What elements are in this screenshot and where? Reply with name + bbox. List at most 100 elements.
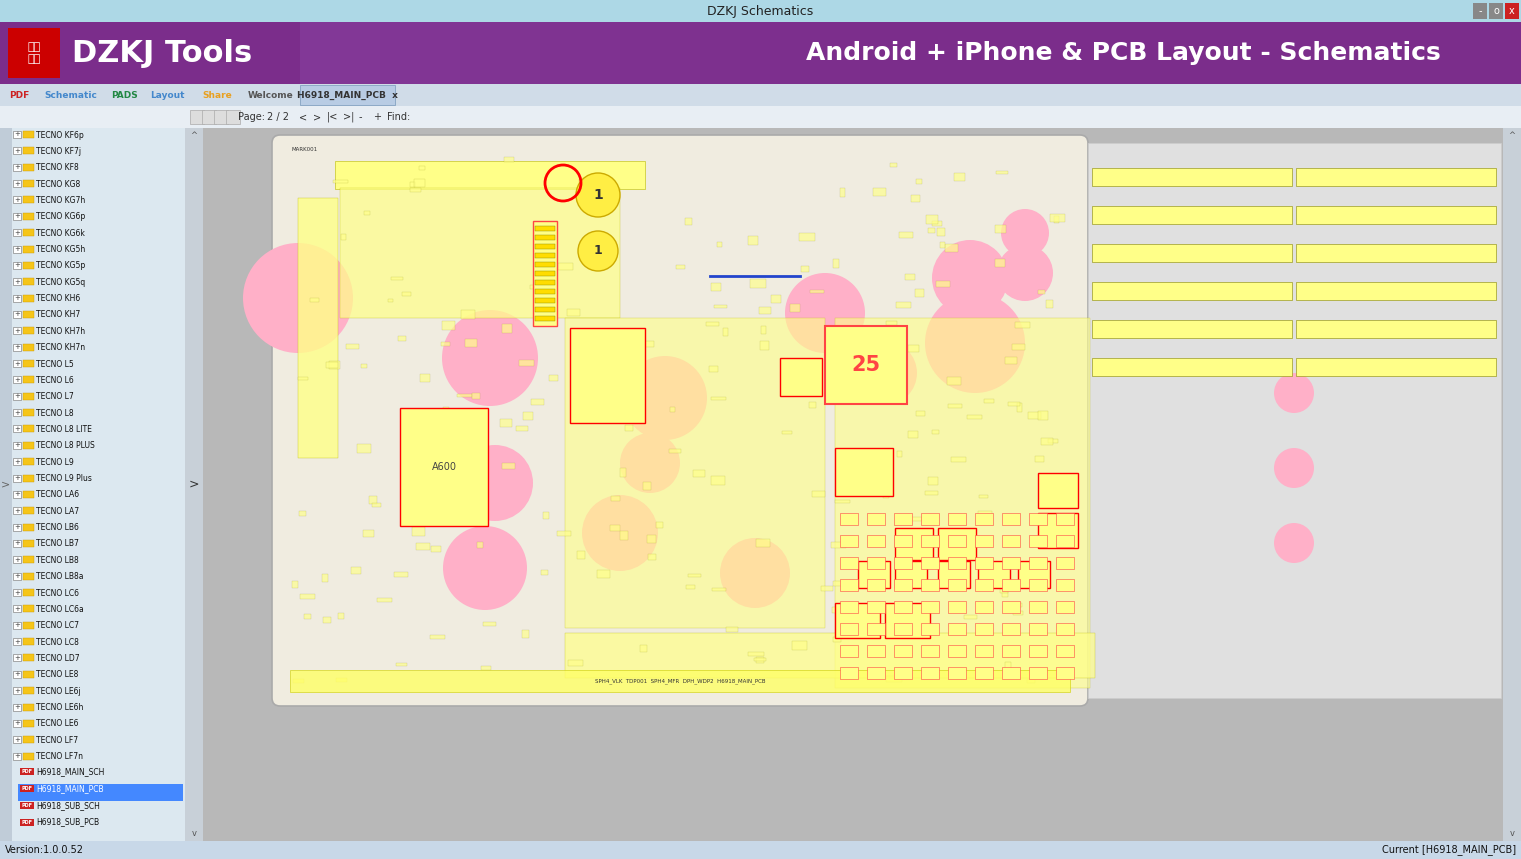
Bar <box>443 406 450 411</box>
Bar <box>832 637 841 642</box>
Bar <box>14 344 21 350</box>
Bar <box>23 295 33 302</box>
Bar <box>830 542 846 548</box>
Text: TECNO LC6: TECNO LC6 <box>37 588 79 598</box>
Bar <box>20 768 33 775</box>
Bar <box>922 557 938 569</box>
Bar <box>894 535 913 547</box>
Bar <box>1296 168 1497 186</box>
Bar <box>1002 535 1021 547</box>
Bar <box>329 361 339 369</box>
Bar <box>14 704 21 710</box>
Bar <box>14 474 21 482</box>
Text: TECNO LA7: TECNO LA7 <box>37 507 79 515</box>
Bar <box>14 376 21 383</box>
Bar <box>23 344 33 350</box>
Circle shape <box>583 495 659 571</box>
Text: TECNO KG6p: TECNO KG6p <box>37 212 85 222</box>
Bar <box>1034 627 1042 631</box>
Bar <box>476 506 485 514</box>
Bar <box>648 554 656 559</box>
Bar <box>364 211 370 215</box>
Bar <box>420 374 430 381</box>
Bar <box>669 449 681 453</box>
Text: +: + <box>14 442 20 448</box>
Bar <box>456 393 472 397</box>
Bar <box>928 477 937 484</box>
Bar <box>759 307 771 314</box>
Bar <box>23 655 33 661</box>
Bar <box>14 278 21 285</box>
Bar <box>14 360 21 367</box>
Bar <box>399 337 406 341</box>
Bar <box>1034 456 1043 462</box>
Bar <box>522 630 529 637</box>
Bar <box>529 285 541 289</box>
Circle shape <box>853 341 917 405</box>
Bar <box>611 497 621 501</box>
Text: +: + <box>14 753 20 759</box>
Bar <box>479 430 487 434</box>
Bar <box>1002 579 1021 591</box>
Bar <box>23 687 33 694</box>
Bar <box>391 277 403 280</box>
Bar <box>896 302 911 308</box>
Text: TECNO KF6p: TECNO KF6p <box>37 131 84 139</box>
Bar <box>23 736 33 743</box>
Bar <box>23 622 33 629</box>
Bar <box>867 535 885 547</box>
Bar <box>1057 485 1068 493</box>
Bar <box>955 173 966 180</box>
Bar <box>1042 438 1053 446</box>
Text: DZKJ Schematics: DZKJ Schematics <box>707 4 814 17</box>
Text: TECNO LF7n: TECNO LF7n <box>37 752 84 761</box>
Bar <box>1018 561 1049 588</box>
Text: +: + <box>14 589 20 595</box>
Bar <box>1296 358 1497 376</box>
Text: v: v <box>192 828 196 838</box>
Text: +: + <box>14 737 20 743</box>
Text: +: + <box>14 426 20 432</box>
Bar <box>23 606 33 612</box>
Text: +: + <box>14 508 20 514</box>
Bar <box>840 623 858 635</box>
Bar <box>593 235 605 241</box>
Bar <box>762 326 767 334</box>
Text: TECNO KH6: TECNO KH6 <box>37 294 81 303</box>
Bar <box>465 339 476 347</box>
Bar <box>867 601 885 613</box>
Bar <box>946 244 958 252</box>
Bar <box>726 627 738 632</box>
Bar <box>14 229 21 236</box>
Bar <box>1489 3 1503 19</box>
Text: +: + <box>14 213 20 219</box>
Bar <box>756 656 764 663</box>
Text: +: + <box>14 164 20 170</box>
Bar <box>23 557 33 564</box>
Bar <box>420 22 459 84</box>
Bar <box>948 645 966 657</box>
Bar <box>625 425 633 430</box>
Bar <box>394 572 408 577</box>
Bar <box>409 182 415 187</box>
Bar <box>922 579 938 591</box>
Bar <box>1037 290 1045 294</box>
Bar <box>967 415 981 419</box>
Bar <box>922 645 938 657</box>
Bar <box>1030 601 1046 613</box>
Text: +: + <box>373 112 380 122</box>
Bar <box>598 570 610 578</box>
Bar <box>1092 168 1291 186</box>
Bar <box>14 409 21 416</box>
Bar <box>867 667 885 679</box>
Bar <box>1028 411 1040 419</box>
Text: +: + <box>14 328 20 334</box>
Bar <box>14 557 21 564</box>
Bar <box>14 246 21 253</box>
Text: TECNO KF7j: TECNO KF7j <box>37 147 81 155</box>
Bar <box>298 198 338 458</box>
Bar <box>706 322 718 326</box>
Bar <box>535 316 555 321</box>
Bar <box>710 476 724 484</box>
Text: TECNO L6: TECNO L6 <box>37 376 73 385</box>
